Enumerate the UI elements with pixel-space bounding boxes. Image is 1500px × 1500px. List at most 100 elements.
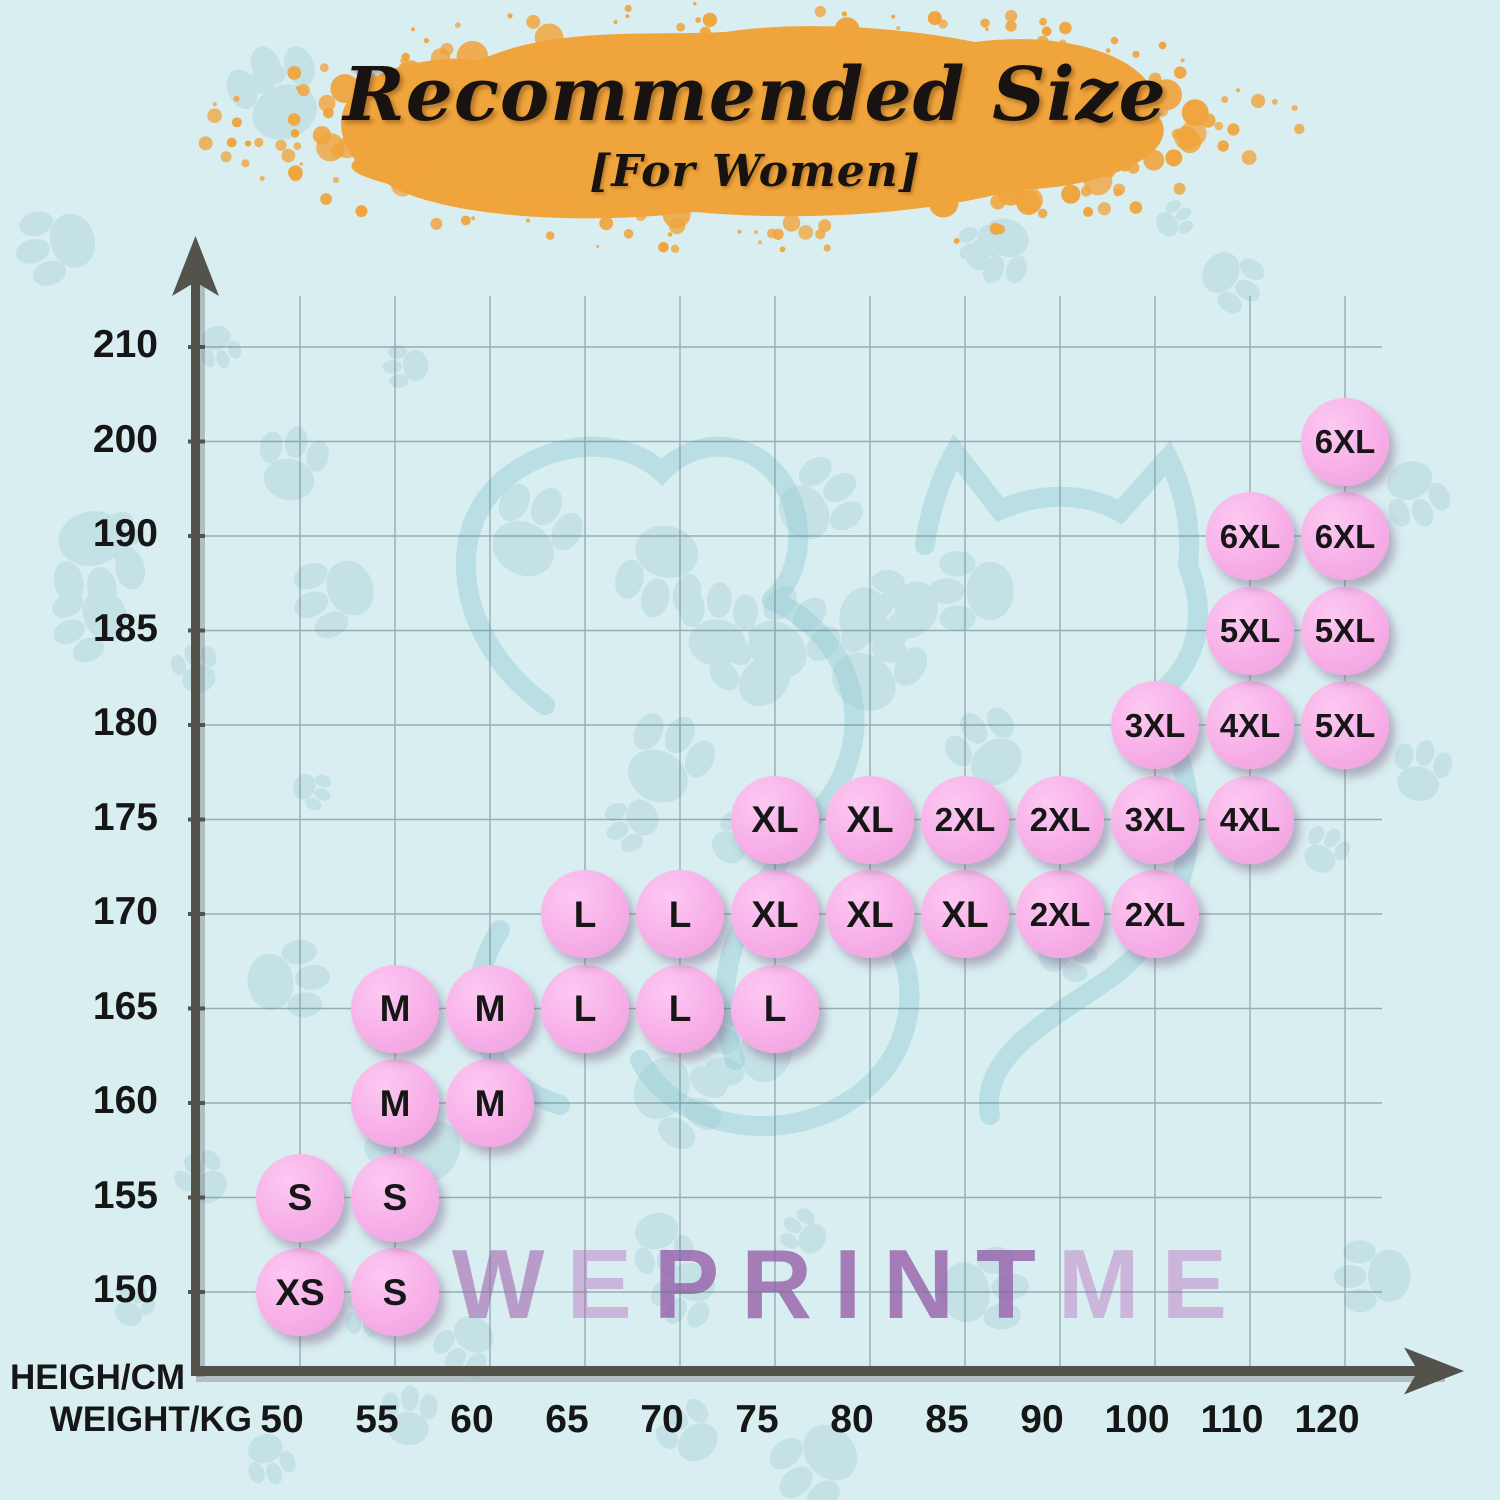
size-bubble: L	[731, 964, 819, 1053]
x-axis-title: WEIGHT/KG	[49, 1400, 252, 1439]
size-bubble: 4XL	[1206, 681, 1294, 769]
splatter-dot	[545, 231, 555, 240]
splatter-dot	[507, 13, 513, 19]
size-bubble-label: S	[287, 1177, 313, 1218]
size-bubble-label: XL	[751, 799, 799, 840]
splatter-dot	[676, 22, 685, 32]
paw-icon	[1333, 1239, 1412, 1313]
watermark-letter: T	[976, 1229, 1058, 1339]
splatter-dot	[411, 27, 415, 32]
size-bubble-label: 2XL	[934, 801, 996, 838]
splatter-dot	[953, 238, 960, 244]
splatter-dot	[841, 29, 862, 50]
splatter-dot	[938, 19, 948, 29]
y-tick-label: 155	[92, 1173, 158, 1217]
splatter-dot	[772, 228, 784, 240]
splatter-dot	[702, 12, 718, 28]
y-tick-label: 190	[92, 512, 158, 555]
size-bubble-label: M	[474, 988, 506, 1029]
paw-icon	[279, 543, 387, 648]
size-bubble-label: 4XL	[1219, 801, 1281, 838]
x-axis-arrow-icon	[1404, 1347, 1464, 1395]
splatter-dot	[668, 217, 686, 235]
paw-icon	[728, 570, 855, 698]
splatter-dot	[1059, 21, 1072, 35]
size-bubble: L	[636, 870, 724, 958]
size-bubble: M	[351, 1059, 439, 1147]
y-axis-title: HEIGH/CM	[10, 1358, 185, 1397]
size-bubble-label: 4XL	[1219, 706, 1281, 744]
splatter-dot	[662, 200, 691, 229]
size-bubble-label: 5XL	[1314, 706, 1376, 744]
splatter-dot	[658, 242, 669, 253]
y-tick-label: 160	[92, 1079, 158, 1122]
splatter-dot	[980, 18, 990, 28]
paw-icon	[83, 509, 146, 569]
size-bubble-label: 6XL	[1314, 517, 1376, 555]
x-tick-label: 100	[1104, 1398, 1170, 1441]
splatter-dot	[815, 228, 826, 240]
paw-icon	[1149, 195, 1200, 245]
size-bubble: S	[351, 1248, 439, 1336]
splatter-dot	[554, 199, 564, 209]
splatter-dot	[823, 244, 831, 252]
x-tick-label: 65	[545, 1398, 589, 1441]
size-bubble: 5XL	[1206, 586, 1294, 675]
splatter-dot	[207, 108, 222, 123]
splatter-dot	[455, 22, 461, 28]
splatter-dot	[634, 35, 646, 47]
size-bubble: S	[256, 1153, 344, 1242]
splatter-dot	[241, 159, 250, 168]
size-bubble: XS	[256, 1248, 344, 1336]
page-title: Recommended Size	[343, 52, 1167, 138]
splatter-dot	[782, 214, 801, 232]
size-bubble: L	[541, 964, 629, 1053]
watermark-letter: M	[1057, 1229, 1162, 1339]
watermark-letter: E	[566, 1229, 654, 1339]
splatter-dot	[693, 2, 697, 6]
grid-lines	[197, 296, 1382, 1366]
paw-icon	[250, 420, 334, 507]
size-bubble-label: L	[763, 988, 787, 1029]
splatter-dot	[1038, 208, 1048, 219]
splatter-dot	[220, 151, 232, 163]
y-axis	[191, 260, 200, 1376]
paw-icon	[950, 214, 1013, 276]
splatter-dot	[891, 14, 896, 19]
y-tick-label: 165	[92, 984, 158, 1028]
size-bubble: 2XL	[1111, 870, 1199, 958]
splatter-dot	[226, 137, 237, 148]
paw-icon	[1386, 733, 1457, 807]
x-tick-label: 60	[450, 1398, 494, 1441]
size-bubble: XL	[731, 775, 819, 864]
paw-icon	[339, 1281, 398, 1342]
paw-icon	[608, 697, 727, 819]
size-bubble-label: XL	[846, 799, 894, 840]
watermark-letter: W	[452, 1229, 567, 1339]
paw-icon	[1035, 922, 1101, 984]
size-bubble-label: 2XL	[1029, 895, 1091, 933]
splatter-dot	[460, 215, 471, 226]
size-bubble: M	[446, 964, 534, 1053]
x-tick-label: 70	[640, 1398, 684, 1441]
splatter-dot	[1059, 39, 1067, 46]
paw-icon	[933, 693, 1040, 801]
splatter-dot	[233, 95, 240, 102]
paw-icon	[616, 1037, 744, 1163]
y-tick-label: 175	[92, 795, 158, 839]
splatter-dot	[430, 217, 443, 230]
size-bubble: 3XL	[1111, 681, 1199, 769]
paw-icon	[762, 444, 878, 559]
splatter-dot	[1036, 35, 1049, 49]
paw-icon	[690, 992, 802, 1099]
size-bubble: XL	[826, 870, 914, 958]
splatter-dot	[231, 117, 242, 128]
paw-icon	[676, 580, 760, 668]
splatter-dot	[798, 225, 814, 240]
size-bubble: 5XL	[1301, 681, 1389, 769]
size-bubble: M	[351, 964, 439, 1053]
splatter-dot	[1005, 10, 1018, 23]
size-bubble-label: L	[573, 893, 597, 935]
paw-icon	[41, 502, 152, 618]
splatter-dot	[670, 244, 680, 253]
